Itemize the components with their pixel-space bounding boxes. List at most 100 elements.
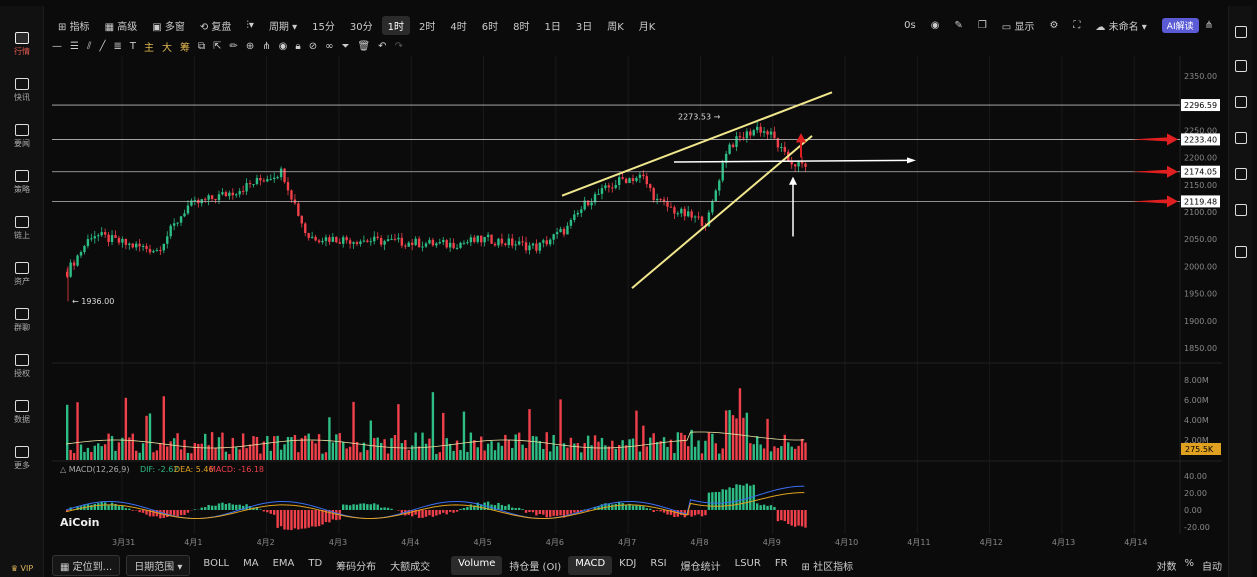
channel-tool-icon[interactable]: ⫽ bbox=[86, 40, 92, 52]
log-scale-toggle[interactable]: 对数 bbox=[1156, 561, 1177, 573]
candle-body bbox=[276, 177, 279, 179]
download-icon[interactable] bbox=[1235, 60, 1247, 72]
main-indicator-tab[interactable]: BOLL bbox=[203, 557, 230, 569]
pen-tool-icon[interactable]: ╱ bbox=[99, 40, 106, 52]
price-chart[interactable]: 2350.002300.002250.002200.002150.002100.… bbox=[52, 56, 1222, 554]
auto-scale-toggle[interactable]: 自动 bbox=[1202, 561, 1222, 573]
timeframe-1日[interactable]: 1日 bbox=[544, 21, 561, 33]
timeframe-月K[interactable]: 月K bbox=[638, 21, 656, 33]
timeframe-3日[interactable]: 3日 bbox=[575, 21, 593, 33]
stats-icon[interactable] bbox=[1235, 132, 1247, 144]
big-order-toggle[interactable]: 大 bbox=[161, 42, 172, 54]
sidebar-item-9[interactable]: 更多 bbox=[0, 446, 44, 471]
edit-icon[interactable]: ✎ bbox=[954, 19, 963, 31]
main-indicator-tab[interactable]: 筹码分布 bbox=[336, 561, 377, 573]
sidebar-item-2[interactable]: 要闻 bbox=[0, 124, 44, 149]
hlines-tool-icon[interactable]: ☰ bbox=[70, 40, 79, 52]
undo-icon[interactable]: ↶ bbox=[378, 40, 387, 52]
timeframe-6时[interactable]: 6时 bbox=[481, 21, 499, 33]
depth-icon[interactable] bbox=[1235, 96, 1247, 108]
sub-indicator-tab[interactable]: KDJ bbox=[619, 557, 637, 569]
sub-indicator-tab[interactable]: Volume bbox=[451, 555, 503, 575]
community-indicators-button[interactable]: ⊞ 社区指标 bbox=[801, 561, 854, 573]
sub-indicator-tab[interactable]: FR bbox=[774, 557, 788, 569]
locate-button[interactable]: ▦ 定位到... bbox=[52, 554, 121, 576]
sidebar-item-4[interactable]: 链上 bbox=[0, 216, 44, 241]
main-indicator-tab[interactable]: TD bbox=[308, 557, 323, 569]
main-indicator-tab[interactable]: MA bbox=[243, 557, 259, 569]
timeframe-2时[interactable]: 2时 bbox=[418, 21, 436, 33]
chart-background bbox=[52, 56, 1222, 554]
sidebar-item-7[interactable]: 授权 bbox=[0, 354, 44, 379]
sidebar-item-5[interactable]: 资产 bbox=[0, 262, 44, 287]
pencil-tool-icon[interactable]: ✏ bbox=[229, 40, 238, 52]
sidebar-item-3[interactable]: 策略 bbox=[0, 170, 44, 195]
sidebar-item-6[interactable]: 群聊 bbox=[0, 308, 44, 333]
timeframe-8时[interactable]: 8时 bbox=[513, 21, 530, 33]
eye-icon[interactable]: ◉ bbox=[278, 40, 288, 52]
timeframe-周K[interactable]: 周K bbox=[607, 21, 624, 33]
layout-dropdown[interactable]: ☁ 未命名 ▾ bbox=[1095, 21, 1147, 33]
settings-icon[interactable]: ⚙ bbox=[1049, 19, 1059, 31]
sidebar-item-8[interactable]: 数据 bbox=[0, 400, 44, 425]
volume-bar bbox=[411, 445, 414, 460]
copy-icon[interactable]: ❐ bbox=[977, 19, 987, 31]
sidebar-item-1[interactable]: 快讯 bbox=[0, 78, 44, 103]
indicators-button[interactable]: ⊞ 指标 bbox=[58, 21, 90, 33]
multi-window-button[interactable]: ▣ 多窗 bbox=[152, 21, 185, 33]
fullscreen-icon[interactable]: ⛶ bbox=[1073, 19, 1081, 31]
line-tool-icon[interactable]: — bbox=[52, 40, 62, 52]
percent-scale-toggle[interactable]: % bbox=[1184, 557, 1194, 569]
redo-icon[interactable]: ↷ bbox=[394, 40, 403, 52]
lock-icon[interactable]: 🔒︎ bbox=[295, 40, 301, 52]
volume-bar bbox=[718, 453, 721, 460]
timeframe-4时[interactable]: 4时 bbox=[450, 21, 467, 33]
ai-button[interactable]: AI解读 bbox=[1161, 17, 1199, 33]
timeframe-15分[interactable]: 15分 bbox=[312, 21, 335, 33]
layout-name: 未命名 bbox=[1108, 21, 1139, 33]
candle-body bbox=[310, 236, 314, 238]
share-icon[interactable]: ⋔ bbox=[1204, 19, 1213, 31]
period-dropdown[interactable]: 周期 ▾ bbox=[268, 21, 298, 33]
macd-histogram-bar bbox=[735, 484, 738, 510]
hide-icon[interactable]: ⊘ bbox=[308, 40, 318, 52]
chip-toggle[interactable]: 筹 bbox=[179, 42, 190, 54]
sub-indicator-tab[interactable]: 持仓量 (OI) bbox=[509, 561, 562, 573]
display-button[interactable]: ▭ 显示 bbox=[1001, 21, 1035, 33]
link-icon[interactable]: ∞ bbox=[325, 40, 334, 52]
sub-indicator-tab[interactable]: LSUR bbox=[734, 557, 761, 569]
exchange-icon[interactable] bbox=[1235, 246, 1247, 258]
timeframe-30分[interactable]: 30分 bbox=[349, 21, 373, 33]
cursor-tool-icon[interactable]: ⇱ bbox=[213, 40, 222, 52]
fib-tool-icon[interactable]: ≣ bbox=[113, 40, 122, 52]
candle-body bbox=[373, 236, 376, 242]
draw-settings-icon[interactable]: ⧉ bbox=[197, 40, 206, 52]
sub-indicator-tab[interactable]: 爆仓统计 bbox=[680, 561, 721, 573]
zoom-in-icon[interactable]: ⊕ bbox=[245, 40, 255, 52]
main-indicator-tab[interactable]: 大额成交 bbox=[390, 561, 431, 573]
camera-icon[interactable]: ◉ bbox=[930, 19, 940, 31]
text-tool-icon[interactable]: T bbox=[129, 40, 136, 52]
replay-button[interactable]: ⟲ 复盘 bbox=[199, 21, 232, 33]
date-range-dropdown[interactable]: 日期范围 ▾ bbox=[126, 554, 191, 576]
sub-indicator-tab[interactable]: MACD bbox=[568, 555, 613, 575]
volume-bar bbox=[317, 434, 321, 460]
chart-type-button[interactable]: ⫶▾ bbox=[246, 19, 254, 31]
trash-icon[interactable]: 🗑︎ bbox=[357, 40, 371, 52]
vip-button[interactable]: ♛ VIP bbox=[10, 564, 34, 573]
magnet-icon[interactable]: ⋔ bbox=[262, 40, 271, 52]
sidebar-item-0[interactable]: 行情 bbox=[0, 32, 44, 57]
bot-icon[interactable] bbox=[1235, 204, 1247, 216]
timeframe-1时[interactable]: 1时 bbox=[381, 15, 410, 35]
sub-indicator-tab[interactable]: RSI bbox=[650, 557, 667, 569]
macd-histogram-bar bbox=[297, 510, 300, 530]
main-indicator-tab[interactable]: EMA bbox=[272, 557, 295, 569]
red-up-arrow-head bbox=[796, 133, 806, 143]
candle-body bbox=[635, 177, 638, 182]
main-chart-toggle[interactable]: 主 bbox=[143, 42, 154, 54]
layers-icon[interactable] bbox=[1235, 168, 1247, 180]
chart-canvas[interactable]: 2350.002300.002250.002200.002150.002100.… bbox=[52, 56, 1222, 554]
filter-icon[interactable]: ⏷ bbox=[341, 40, 350, 52]
advanced-button[interactable]: ▦ 高级 bbox=[104, 21, 138, 33]
orderbook-icon[interactable] bbox=[1235, 26, 1247, 38]
